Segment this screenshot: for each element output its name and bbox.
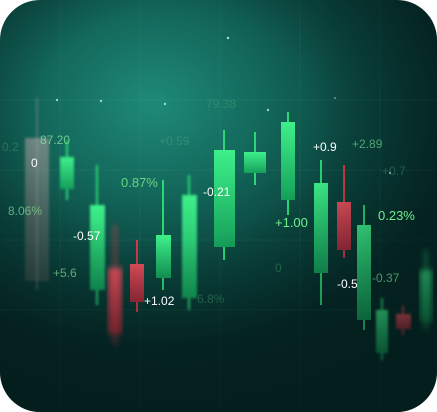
label-0-mid: 0 (275, 261, 282, 275)
label-minus-0-37: -0.37 (372, 271, 400, 285)
candle-15 (420, 250, 432, 330)
label-87-20: 87.20 (40, 133, 71, 147)
label-minus-0-57: -0.57 (73, 229, 101, 243)
label-0-87-pct: 0.87% (121, 175, 158, 190)
label-0-23-pct: 0.23% (378, 208, 415, 223)
candle-ghost-left (25, 98, 49, 290)
candle-9 (281, 112, 295, 215)
label-minus-0-21: -0.21 (203, 185, 231, 199)
candle-1 (60, 140, 74, 200)
label-plus-1-02: +1.02 (144, 294, 175, 308)
candle-12 (357, 205, 371, 330)
label-plus-1-00: +1.00 (275, 215, 308, 230)
label-0-2: 0.2 (2, 140, 19, 154)
candle-13 (376, 298, 388, 360)
candle-4 (130, 240, 144, 312)
label-plus-0-9: +0.9 (313, 140, 337, 154)
label-plus-0-59: +0.59 (159, 134, 190, 148)
candle-3 (108, 225, 122, 345)
candle-8 (244, 132, 266, 185)
label-8-06-pct: 8.06% (8, 204, 43, 218)
candle-10 (314, 160, 328, 305)
label-plus-2-89: +2.89 (352, 137, 383, 151)
candle-6 (182, 175, 197, 310)
label-bottom-pct: 6.8% (197, 292, 225, 306)
label-plus-5-6: +5.6 (53, 266, 77, 280)
label-79-38: 79.38 (206, 97, 237, 111)
candle-5 (156, 180, 171, 290)
candle-11 (337, 165, 351, 258)
label-plus-0-7: +0.7 (382, 164, 406, 178)
label-0: 0 (31, 156, 38, 170)
label-minus-0-5: -0.5 (337, 277, 358, 291)
